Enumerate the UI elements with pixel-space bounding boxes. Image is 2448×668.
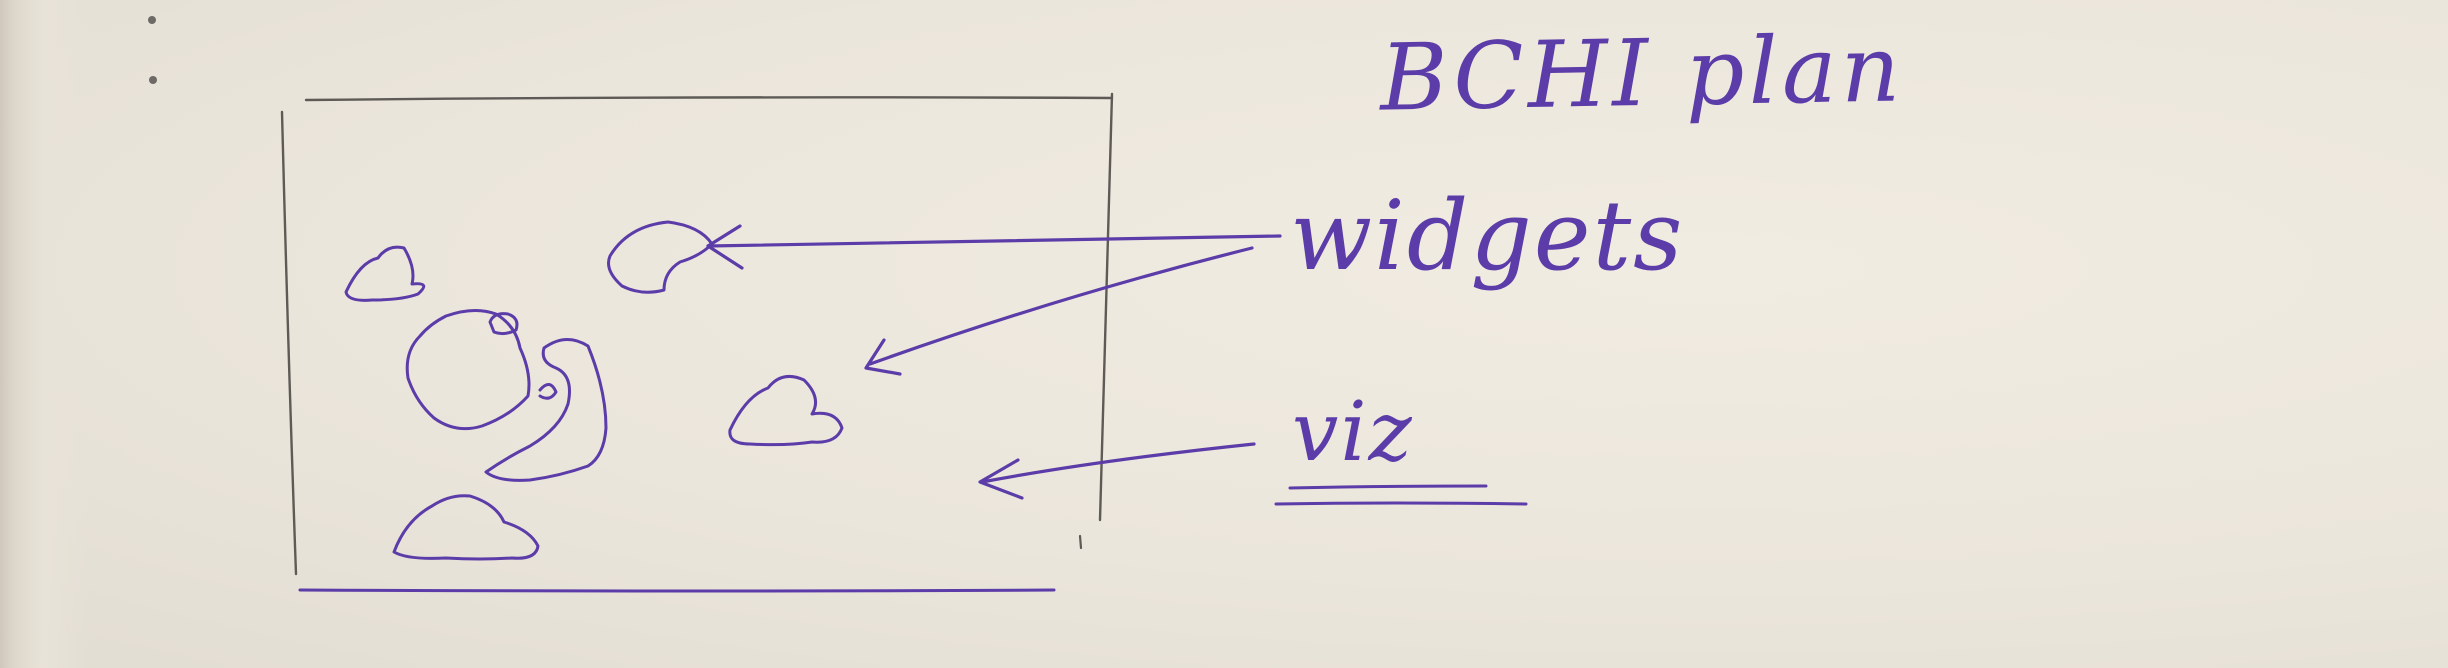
widget-shapes [344,220,844,561]
widgets-arrow-top [706,234,1282,248]
widgets-arrows [706,224,1282,376]
blob-middle [728,374,844,447]
blob-large [405,309,531,431]
viz-arrow [978,442,1256,500]
blob-curved [484,338,608,482]
viz-label: viz [1292,385,1414,480]
blob-top-left [344,245,426,302]
margin-dot-top [148,16,156,24]
viz-underline [1274,484,1528,506]
widgets-arrow-lower [868,246,1254,366]
margin-dot-bottom [149,76,157,84]
widgets-label: widgets [1290,180,1685,292]
blob-small-oval [488,312,519,336]
blob-top-right [607,220,714,294]
blob-bottom [392,494,540,561]
screen-frame [280,92,1114,593]
blob-curved-knot [538,383,558,400]
page-title: BCHI plan [1379,15,1905,132]
